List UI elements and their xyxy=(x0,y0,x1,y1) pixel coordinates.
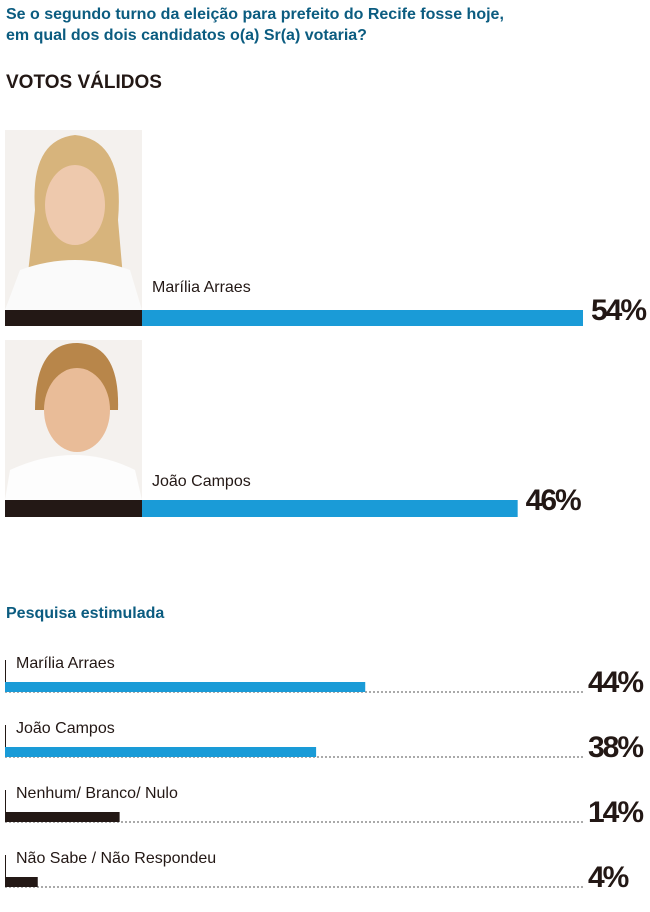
value-label: 54% xyxy=(591,294,646,327)
value-label: 44% xyxy=(588,666,643,699)
category-label: Marília Arraes xyxy=(152,279,251,296)
photo-base xyxy=(5,310,142,326)
category-label: João Campos xyxy=(152,473,251,490)
section-title: Pesquisa estimulada xyxy=(6,605,164,622)
value-label: 46% xyxy=(526,484,581,517)
value-label: 14% xyxy=(588,796,643,829)
value-label: 4% xyxy=(588,861,629,894)
bar xyxy=(5,747,317,757)
photo xyxy=(5,130,142,310)
bar xyxy=(5,877,38,887)
bar xyxy=(5,682,366,692)
bar xyxy=(142,310,583,326)
question-title: Se o segundo turno da eleição para prefe… xyxy=(6,6,504,44)
category-label: João Campos xyxy=(16,720,115,737)
subtitle: VOTOS VÁLIDOS xyxy=(6,71,162,93)
photo-base xyxy=(5,500,142,517)
value-label: 38% xyxy=(588,731,643,764)
category-label: Nenhum/ Branco/ Nulo xyxy=(16,785,178,802)
category-label: Não Sabe / Não Respondeu xyxy=(16,850,216,867)
bar xyxy=(142,500,518,517)
photo xyxy=(5,340,142,500)
category-label: Marília Arraes xyxy=(16,655,115,672)
bar xyxy=(5,812,120,822)
